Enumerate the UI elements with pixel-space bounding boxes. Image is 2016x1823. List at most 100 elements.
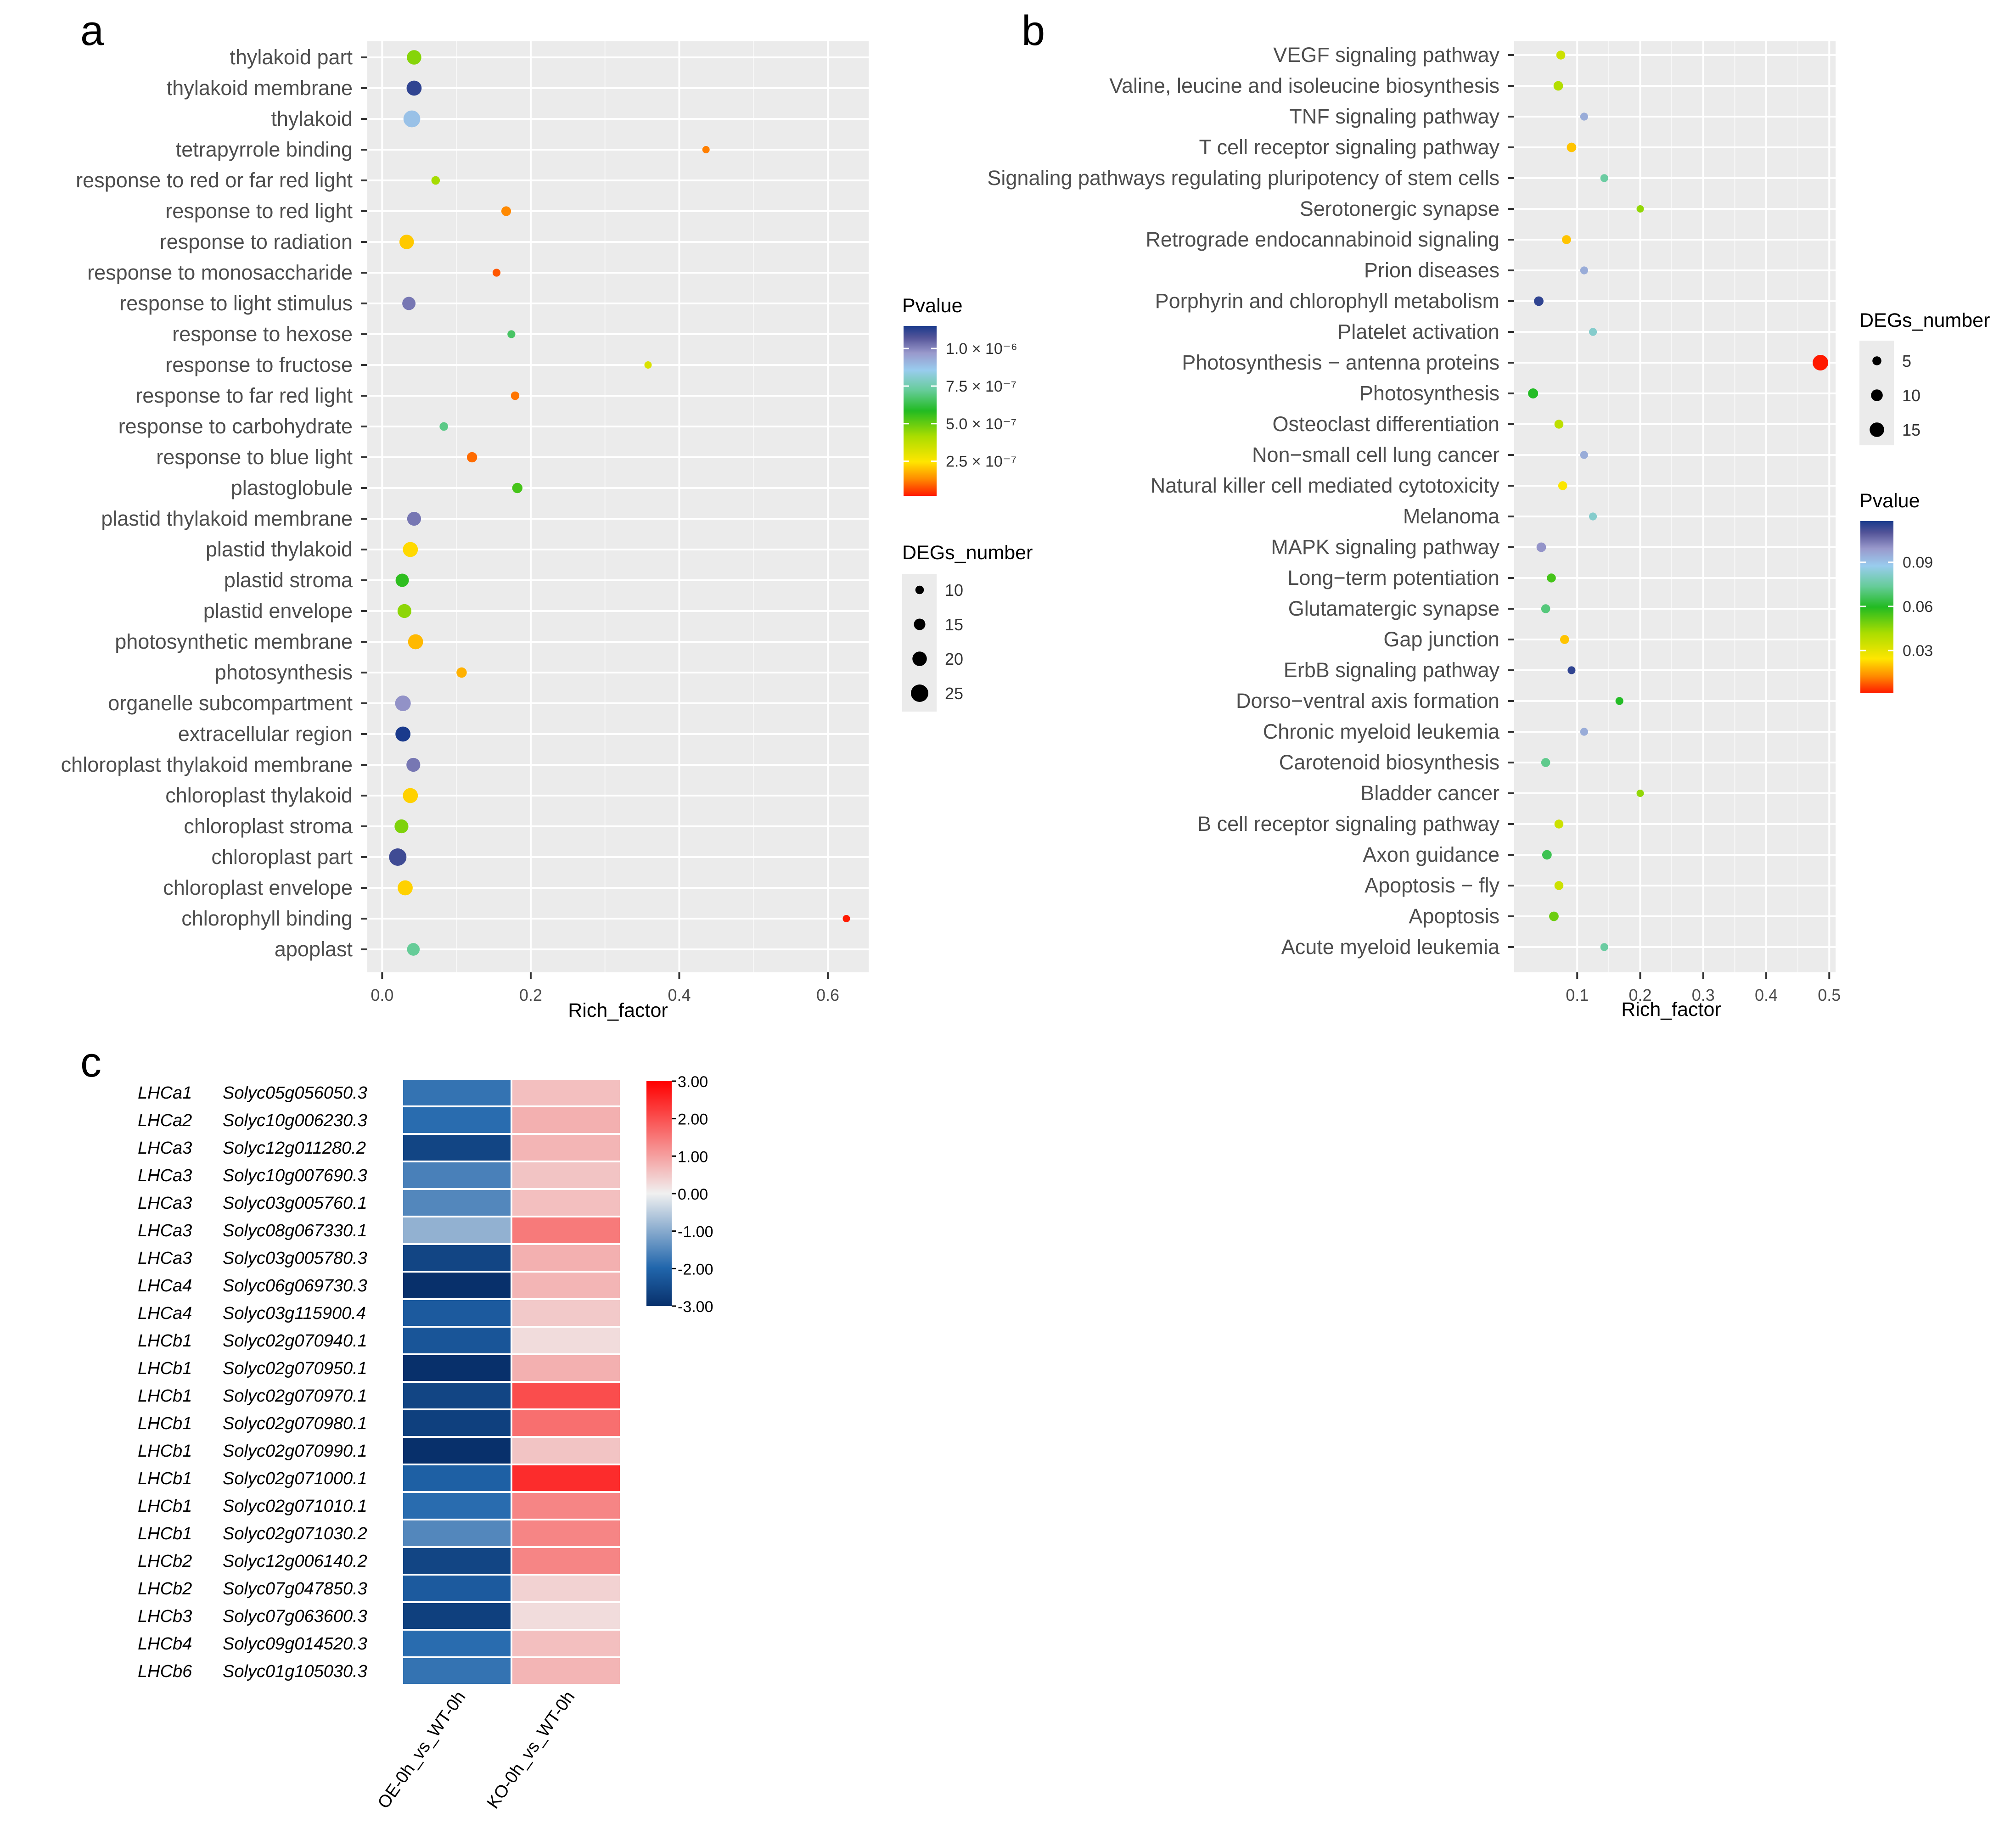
panel-a-category-labels: thylakoid part thylakoid membrane thylakoi… bbox=[61, 45, 367, 961]
color-legend-tick-label: 5.0 × 10⁻⁷ bbox=[946, 415, 1016, 433]
category-label: tetrapyrrole binding bbox=[176, 138, 353, 161]
data-point bbox=[395, 726, 411, 742]
row-id-label: Solyc02g070980.1 bbox=[223, 1414, 367, 1433]
category-label: Apoptosis − fly bbox=[1365, 874, 1499, 897]
row-gene-label: LHCb1 bbox=[138, 1386, 192, 1406]
panel-c-color-scale-bar bbox=[646, 1081, 672, 1306]
data-point bbox=[407, 50, 421, 65]
data-point bbox=[1636, 205, 1644, 213]
data-point bbox=[1554, 881, 1564, 890]
data-point bbox=[1536, 542, 1546, 552]
row-id-label: Solyc03g005760.1 bbox=[223, 1194, 367, 1213]
panel-b-kegg-enrichment-chart: VEGF signaling pathway Valine, leucine an… bbox=[987, 41, 1990, 1021]
row-gene-label: LHCa4 bbox=[138, 1304, 192, 1323]
row-id-label: Solyc12g011280.2 bbox=[223, 1139, 366, 1158]
category-label: chlorophyll binding bbox=[181, 907, 353, 930]
data-point bbox=[1615, 697, 1623, 705]
heatmap-cell bbox=[401, 1629, 512, 1658]
data-point bbox=[1556, 50, 1566, 60]
data-point bbox=[403, 542, 418, 557]
data-point bbox=[402, 297, 416, 310]
size-legend-label: 10 bbox=[945, 581, 963, 600]
category-label: Valine, leucine and isoleucine biosynthe… bbox=[1109, 74, 1499, 97]
category-label: Chronic myeloid leukemia bbox=[1263, 720, 1500, 743]
color-legend-tick-label: 0.06 bbox=[1903, 598, 1933, 616]
color-legend-tick-label: 2.5 × 10⁻⁷ bbox=[946, 453, 1016, 471]
column-label: OE-0h_vs_WT-0h bbox=[374, 1688, 470, 1812]
color-legend-tick-label: 1.0 × 10⁻⁶ bbox=[946, 340, 1017, 358]
panel-c-color-scale-ticks: 3.00 2.00 1.00 0.00 -1.00 -2.00 -3.00 bbox=[672, 1073, 713, 1316]
panel-a-data-points bbox=[389, 50, 850, 956]
category-label: Prion diseases bbox=[1364, 258, 1499, 282]
row-gene-label: LHCa3 bbox=[138, 1194, 192, 1213]
category-label: response to light stimulus bbox=[119, 292, 353, 315]
panel-b-color-legend-bar bbox=[1860, 521, 1893, 693]
category-label: Bladder cancer bbox=[1360, 781, 1499, 805]
data-point bbox=[456, 667, 467, 678]
panel-a-color-legend-title: Pvalue bbox=[902, 295, 962, 317]
x-tick-label: 0.2 bbox=[1629, 986, 1651, 1004]
data-point bbox=[1553, 81, 1563, 91]
size-legend-label: 15 bbox=[1902, 421, 1921, 439]
row-id-label: Solyc02g070970.1 bbox=[223, 1386, 367, 1406]
scale-tick-label: -2.00 bbox=[678, 1261, 713, 1278]
color-legend-tick-label: 0.09 bbox=[1903, 554, 1933, 572]
category-label: response to fructose bbox=[165, 353, 353, 376]
category-label: VEGF signaling pathway bbox=[1273, 43, 1499, 67]
heatmap-cell bbox=[511, 1546, 622, 1576]
column-label: KO-0h_vs_WT-0h bbox=[483, 1688, 579, 1812]
heatmap-cell bbox=[511, 1271, 622, 1300]
data-point bbox=[1562, 235, 1571, 244]
row-gene-label: LHCa3 bbox=[138, 1139, 192, 1158]
row-id-label: Solyc09g014520.3 bbox=[223, 1634, 367, 1654]
row-id-label: Solyc03g005780.3 bbox=[223, 1249, 367, 1268]
category-label: plastid envelope bbox=[203, 599, 353, 623]
category-label: response to carbohydrate bbox=[118, 415, 353, 438]
row-id-label: Solyc03g115900.4 bbox=[223, 1304, 366, 1323]
data-point bbox=[1567, 142, 1577, 152]
row-gene-label: LHCb4 bbox=[138, 1634, 192, 1654]
heatmap-cell bbox=[401, 1353, 512, 1383]
data-point bbox=[1549, 911, 1559, 921]
row-gene-label: LHCa3 bbox=[138, 1221, 192, 1240]
x-tick-label: 0.5 bbox=[1818, 986, 1841, 1004]
panel-a-x-axis-label: Rich_factor bbox=[568, 999, 668, 1021]
category-label: B cell receptor signaling pathway bbox=[1197, 812, 1499, 836]
category-label: thylakoid bbox=[271, 107, 353, 130]
panel-a-gridlines bbox=[367, 41, 869, 972]
data-point bbox=[439, 422, 448, 431]
size-legend-key bbox=[912, 651, 927, 666]
category-label: Glutamatergic synapse bbox=[1288, 597, 1499, 620]
data-point bbox=[1528, 388, 1539, 398]
data-point bbox=[1580, 112, 1588, 121]
data-point bbox=[397, 604, 412, 618]
data-point bbox=[644, 361, 652, 369]
heatmap-cell bbox=[511, 1133, 622, 1162]
panel-a-x-ticks: 0.0 0.2 0.4 0.6 bbox=[371, 972, 839, 1004]
row-gene-label: LHCb1 bbox=[138, 1442, 192, 1461]
data-point bbox=[1580, 266, 1588, 275]
row-id-label: Solyc02g070990.1 bbox=[223, 1442, 367, 1461]
heatmap-cell bbox=[511, 1408, 622, 1438]
category-label: Melanoma bbox=[1403, 505, 1500, 528]
panel-c-row-labels: LHCa1 Solyc05g056050.3 LHCa2 Solyc10g006230… bbox=[138, 1083, 367, 1681]
heatmap-cell bbox=[511, 1574, 622, 1603]
size-legend-label: 20 bbox=[945, 650, 963, 668]
heatmap-cell bbox=[401, 1491, 512, 1520]
row-id-label: Solyc02g071000.1 bbox=[223, 1469, 367, 1488]
scale-tick-label: -3.00 bbox=[678, 1298, 713, 1316]
size-legend-key bbox=[1872, 356, 1881, 365]
category-label: T cell receptor signaling pathway bbox=[1199, 135, 1499, 159]
data-point bbox=[702, 146, 710, 153]
row-id-label: Solyc06g069730.3 bbox=[223, 1276, 367, 1296]
category-label: chloroplast envelope bbox=[163, 876, 353, 899]
row-gene-label: LHCb6 bbox=[138, 1662, 192, 1681]
data-point bbox=[403, 788, 418, 803]
panel-a-plot-background bbox=[367, 41, 869, 972]
data-point bbox=[399, 235, 414, 249]
heatmap-cell bbox=[401, 1298, 512, 1328]
panel-b-x-ticks: 0.1 0.2 0.3 0.4 0.5 bbox=[1566, 972, 1841, 1004]
color-legend-tick-label: 7.5 × 10⁻⁷ bbox=[946, 378, 1016, 395]
panel-a-size-legend-keys: 10 15 20 25 bbox=[911, 581, 963, 703]
